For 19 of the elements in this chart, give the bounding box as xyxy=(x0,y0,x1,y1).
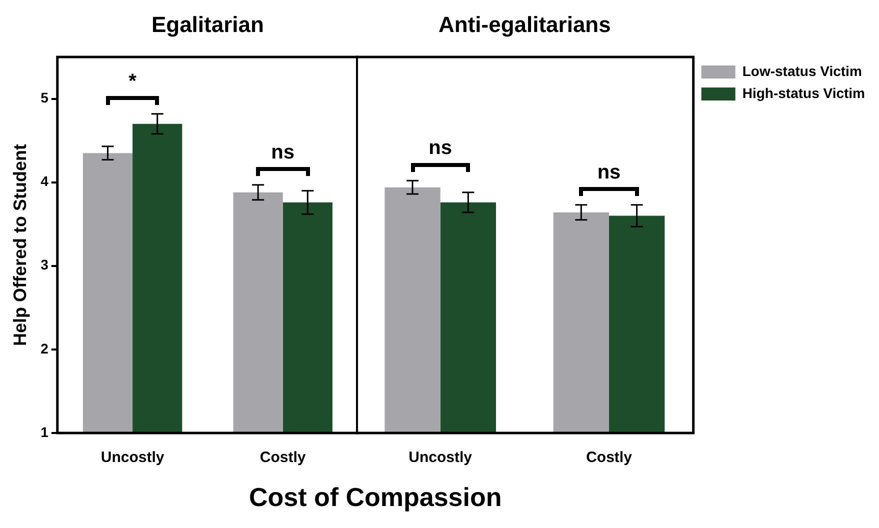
y-axis-title: Help Offered to Student xyxy=(10,144,30,346)
y-tick-label: 4 xyxy=(40,173,49,190)
chart-title: Egalitarian xyxy=(151,12,264,38)
annotation: * xyxy=(128,70,137,92)
annotation: ns xyxy=(271,141,295,164)
y-tick-label: 5 xyxy=(40,90,49,106)
y-tick-label: 2 xyxy=(40,340,49,356)
x-tick-label: Costly xyxy=(586,449,633,466)
x-tick-label: Costly xyxy=(260,449,306,466)
x-axis-title: Cost of Compassion xyxy=(248,482,503,513)
chart-title: Anti-egalitarians xyxy=(438,12,611,38)
legend-label: Low-status Victim xyxy=(742,62,862,79)
y-tick-label: 1 xyxy=(40,424,49,440)
legend-label: High-status Victim xyxy=(742,84,866,101)
annotation: ns xyxy=(597,161,621,184)
x-tick-label: Uncostly xyxy=(408,449,473,466)
x-tick-label: Uncostly xyxy=(100,449,165,466)
y-tick-label: 3 xyxy=(40,256,49,273)
annotation: ns xyxy=(428,137,452,160)
